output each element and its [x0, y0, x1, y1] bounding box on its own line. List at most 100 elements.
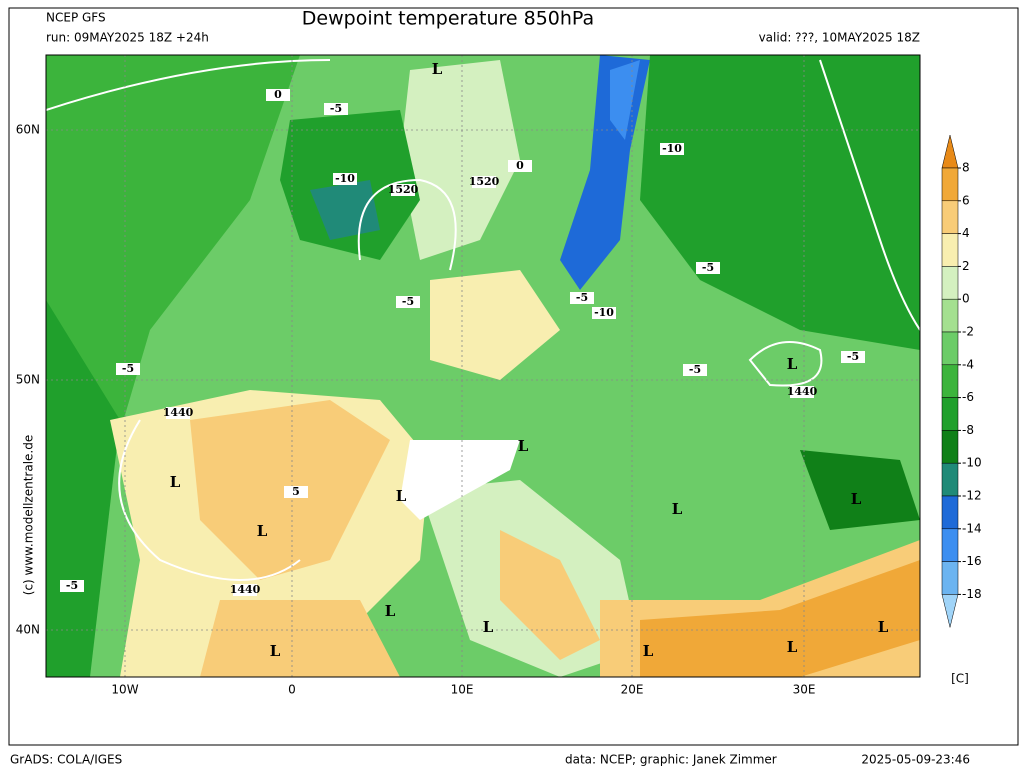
field-area	[430, 270, 560, 380]
low-marker: L	[878, 618, 889, 636]
contour-label: -5	[66, 579, 78, 592]
contour-label: 0	[274, 88, 282, 101]
label-box	[284, 486, 308, 498]
lat-label: 40N	[16, 623, 40, 637]
valid-info: valid: ???, 10MAY2025 18Z	[759, 31, 920, 45]
frame	[8, 7, 1019, 746]
label-box	[841, 351, 865, 363]
colorbar-bin	[941, 233, 959, 267]
colorbar-bin	[941, 495, 959, 530]
lon-label: 20E	[621, 683, 644, 697]
footer-left: GrADS: COLA/IGES	[10, 753, 122, 767]
footer-credit: data: NCEP; graphic: Janek Zimmer	[565, 753, 777, 767]
colorbar-bin	[941, 167, 959, 202]
contour-label: 0	[516, 159, 524, 172]
contour-label: -5	[122, 362, 134, 375]
map-border	[45, 54, 921, 678]
colorbar-label: 0	[962, 292, 970, 306]
colorbar-label: -14	[962, 521, 982, 535]
label-box	[696, 262, 720, 274]
low-marker: L	[672, 500, 683, 518]
title: Dewpoint temperature 850hPa	[302, 8, 594, 30]
contour-label: -5	[576, 291, 588, 304]
label-box	[790, 386, 814, 398]
field-area	[610, 60, 640, 140]
low-marker: L	[787, 355, 798, 373]
low-marker: L	[432, 60, 443, 78]
label-box	[570, 292, 594, 304]
contour-label: -5	[330, 102, 342, 115]
contour-label: 1520	[388, 183, 419, 196]
low-marker: L	[270, 642, 281, 660]
label-box	[116, 363, 140, 375]
label-box	[508, 160, 532, 172]
field-area	[640, 55, 920, 350]
colorbar-label: 2	[962, 259, 970, 273]
colorbar-unit: [C]	[951, 672, 969, 686]
colorbar-bin	[941, 298, 959, 333]
colorbar-bin	[941, 561, 959, 595]
contour-label: 1440	[163, 406, 194, 419]
label-box	[683, 364, 707, 376]
label-box	[391, 184, 415, 196]
colorbar-label: -6	[962, 390, 974, 404]
lat-label: 60N	[16, 123, 40, 137]
colorbar-label: -4	[962, 357, 974, 371]
field-area	[46, 55, 300, 677]
lat-label: 50N	[16, 373, 40, 387]
low-marker: L	[643, 642, 654, 660]
colorbar-label: -16	[962, 554, 982, 568]
field-area	[800, 450, 920, 530]
lon-label: 10W	[111, 683, 138, 697]
contour-label: -10	[594, 306, 614, 319]
map-field: L 1520 1520 -10 -5 -10 -5 -5 -10 L 1440 -5 -5 1440 L L 1…	[46, 55, 920, 677]
field-area	[400, 440, 520, 520]
colorbar-bin	[941, 430, 959, 464]
label-box	[396, 296, 420, 308]
colorbar-label: 6	[962, 193, 970, 207]
label-box	[233, 584, 257, 596]
lon-label: 30E	[793, 683, 816, 697]
low-marker: L	[851, 490, 862, 508]
label-box	[592, 307, 616, 319]
label-box	[333, 173, 357, 185]
contour-label: -5	[847, 350, 859, 363]
colorbar-bin	[941, 331, 959, 366]
colorbar-label: -8	[962, 423, 974, 437]
colorbar-bin	[941, 364, 959, 398]
footer-timestamp: 2025-05-09-23:46	[861, 753, 970, 767]
contour-label: -5	[689, 363, 701, 376]
low-marker: L	[787, 638, 798, 656]
lon-label: 0	[288, 683, 296, 697]
label-box	[266, 89, 290, 101]
low-marker: L	[385, 602, 396, 620]
contour-label: -10	[662, 142, 682, 155]
copyright: (c) www.modellzentrale.de	[22, 435, 36, 595]
colorbar-bin	[941, 528, 959, 562]
contour-label: -10	[335, 172, 355, 185]
contour-label: -5	[402, 295, 414, 308]
low-marker: L	[483, 618, 494, 636]
colorbar-bin	[941, 266, 959, 300]
run-info: run: 09MAY2025 18Z +24h	[46, 31, 209, 45]
contour-label: 1440	[230, 583, 261, 596]
field-area	[640, 560, 920, 677]
colorbar-arrow	[941, 594, 959, 628]
contour-label: 5	[292, 485, 300, 498]
field-area	[500, 530, 600, 660]
low-marker: L	[518, 437, 529, 455]
colorbar-label: 8	[962, 161, 970, 175]
field-area	[400, 60, 520, 260]
contour-label: -5	[702, 261, 714, 274]
label-box	[472, 176, 496, 188]
contour-label: 1440	[787, 385, 818, 398]
label-box	[324, 103, 348, 115]
colorbar-label: -2	[962, 325, 974, 339]
label-box	[60, 580, 84, 592]
label-box	[166, 407, 190, 419]
colorbar-label: -18	[962, 587, 982, 601]
contours	[46, 59, 920, 581]
low-marker: L	[170, 473, 181, 491]
